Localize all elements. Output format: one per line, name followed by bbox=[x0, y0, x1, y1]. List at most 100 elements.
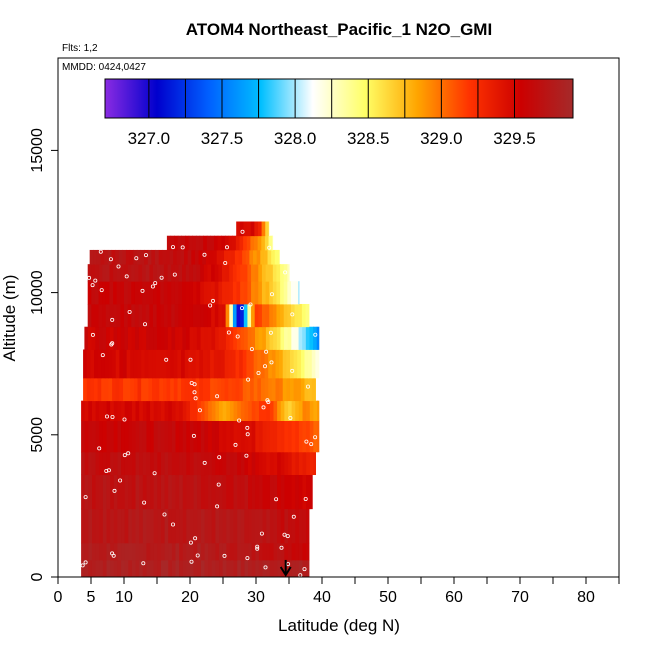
curtain-cell bbox=[309, 474, 313, 510]
track-point bbox=[193, 396, 198, 401]
curtain-cell bbox=[233, 508, 238, 544]
curtain-cell bbox=[204, 326, 209, 350]
curtain-cell bbox=[118, 249, 123, 265]
track-point bbox=[240, 229, 245, 234]
track-point bbox=[269, 292, 274, 297]
curtain-cell bbox=[84, 400, 89, 421]
curtain-cell bbox=[215, 542, 220, 561]
curtain-cell bbox=[197, 508, 202, 544]
curtain-cell bbox=[117, 474, 122, 510]
curtain-cell bbox=[251, 326, 256, 350]
curtain-cell bbox=[277, 474, 282, 510]
curtain-cell bbox=[184, 377, 189, 402]
curtain-cell bbox=[222, 474, 227, 510]
curtain-cell bbox=[297, 377, 302, 402]
curtain-cell bbox=[150, 400, 155, 421]
curtain-cell bbox=[113, 281, 118, 305]
curtain-cell bbox=[240, 559, 246, 578]
curtain-cell bbox=[159, 349, 164, 379]
track-point bbox=[223, 260, 228, 265]
curtain-cell bbox=[195, 377, 200, 402]
curtain-cell bbox=[298, 508, 304, 544]
curtain-cell bbox=[295, 559, 300, 578]
track-point bbox=[208, 303, 213, 308]
track-point bbox=[303, 496, 308, 501]
curtain-cell bbox=[305, 303, 310, 328]
curtain-cell bbox=[257, 235, 262, 251]
curtain-cell bbox=[265, 281, 270, 305]
curtain-cell bbox=[237, 508, 242, 544]
curtain-cell bbox=[226, 400, 231, 421]
curtain-cell bbox=[203, 264, 209, 282]
curtain-cell bbox=[113, 542, 118, 561]
curtain-cell bbox=[113, 264, 118, 282]
curtain-cell bbox=[251, 559, 256, 578]
curtain-cell bbox=[93, 349, 99, 379]
curtain-cell bbox=[193, 400, 198, 421]
track-point bbox=[162, 512, 167, 517]
curtain-cell bbox=[225, 303, 230, 328]
curtain-cell bbox=[88, 400, 93, 421]
track-point bbox=[189, 559, 194, 564]
curtain-cell bbox=[102, 559, 108, 578]
curtain-cell bbox=[160, 420, 166, 453]
track-point bbox=[172, 272, 177, 277]
curtain-cell bbox=[288, 451, 293, 476]
curtain-cell bbox=[298, 559, 304, 578]
curtain-cell bbox=[258, 264, 263, 282]
track-point bbox=[267, 245, 272, 250]
curtain-cell bbox=[105, 264, 111, 282]
curtain-cell bbox=[122, 249, 127, 265]
flight-track-points bbox=[80, 229, 318, 578]
curtain-cell bbox=[84, 559, 89, 578]
track-point bbox=[255, 546, 260, 551]
curtain-cell bbox=[191, 249, 196, 265]
curtain-cell bbox=[146, 559, 151, 578]
curtain-cell bbox=[280, 326, 285, 350]
curtain-cell bbox=[204, 400, 209, 421]
curtain-cell bbox=[104, 349, 110, 379]
curtain-cell bbox=[190, 559, 195, 578]
curtain-cell bbox=[257, 349, 262, 379]
x-tick-label: 5 bbox=[87, 589, 96, 606]
curtain-cell bbox=[261, 264, 267, 282]
track-point bbox=[215, 394, 220, 399]
curtain-cell bbox=[243, 264, 249, 282]
curtain-cell bbox=[168, 420, 173, 453]
curtain-cell bbox=[139, 542, 144, 561]
curtain-cell bbox=[282, 377, 287, 402]
curtain-cell bbox=[173, 377, 179, 402]
curtain-cell bbox=[146, 451, 151, 476]
track-point bbox=[110, 341, 115, 346]
curtain-cell bbox=[171, 420, 177, 453]
curtain-cell bbox=[109, 264, 114, 282]
curtain-cell bbox=[177, 235, 183, 251]
curtain-cell bbox=[253, 349, 258, 379]
track-point bbox=[106, 468, 111, 473]
curtain-cell bbox=[121, 420, 126, 453]
track-point bbox=[110, 317, 115, 322]
curtain-cell bbox=[117, 451, 122, 476]
curtain-cell bbox=[182, 559, 187, 578]
curtain-cell bbox=[294, 281, 299, 305]
curtain-cell bbox=[229, 508, 235, 544]
curtain-cell bbox=[142, 264, 147, 282]
x-axis-label: Latitude (deg N) bbox=[278, 616, 400, 635]
curtain-cell bbox=[204, 508, 209, 544]
curtain-cell bbox=[258, 559, 264, 578]
curtain-cell bbox=[174, 281, 180, 305]
curtain-cell bbox=[179, 542, 184, 561]
curtain-cell bbox=[261, 303, 267, 328]
curtain-cell bbox=[169, 249, 174, 265]
curtain-cell bbox=[224, 377, 229, 402]
curtain-cell bbox=[248, 508, 253, 544]
curtain-cell bbox=[239, 221, 245, 237]
curtain-cell bbox=[215, 451, 220, 476]
curtain-cell bbox=[207, 281, 212, 305]
track-point bbox=[122, 453, 127, 458]
curtain-cell bbox=[256, 249, 261, 265]
curtain-cell bbox=[222, 451, 227, 476]
curtain-cell bbox=[131, 303, 136, 328]
curtain-cell bbox=[175, 559, 180, 578]
curtain-cell bbox=[244, 451, 249, 476]
